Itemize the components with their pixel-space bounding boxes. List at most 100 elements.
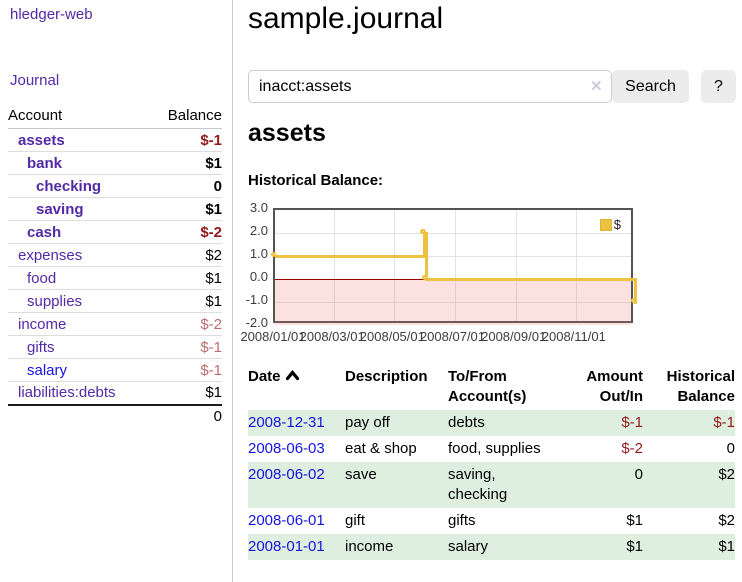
register-header-balance: Historical Balance xyxy=(666,368,735,405)
account-balance-cell: $1 xyxy=(150,266,222,290)
transaction-date-link[interactable]: 2008-06-03 xyxy=(248,440,325,457)
account-balance-cell: $1 xyxy=(150,197,222,221)
accounts-total-spacer xyxy=(8,405,150,428)
account-cell: salary xyxy=(8,358,151,382)
account-link[interactable]: checking xyxy=(36,177,102,195)
account-link[interactable]: cash xyxy=(27,223,62,241)
chart-point-marker xyxy=(421,228,427,234)
accounts-table: Account Balance assets $-1 bank $1 checking 0… xyxy=(8,104,222,428)
account-balance: $1 xyxy=(205,154,222,172)
register-header-row: Date Description To/From Account(s) Amou… xyxy=(248,363,735,410)
transaction-date-link[interactable]: 2008-01-01 xyxy=(248,538,325,555)
search-button[interactable]: Search xyxy=(612,70,689,103)
y-axis-tick-label: 1.0 xyxy=(249,246,268,261)
account-row: cash $-2 xyxy=(8,220,222,244)
account-link[interactable]: expenses xyxy=(18,246,83,264)
account-link[interactable]: saving xyxy=(36,200,84,218)
account-cell: food xyxy=(8,266,151,290)
register-date-cell: 2008-06-03 xyxy=(248,436,345,462)
register-amount-cell: 0 xyxy=(634,466,643,483)
accounts-header-balance: Balance xyxy=(150,104,222,129)
account-balance-cell: $-1 xyxy=(150,335,222,359)
account-row: food $1 xyxy=(8,266,222,290)
x-axis-tick-label: 2008/07/01 xyxy=(419,329,486,344)
transaction-date-link[interactable]: 2008-12-31 xyxy=(248,414,325,431)
register-row: 2008-06-02 save saving, checking 0 $2 xyxy=(248,462,735,508)
register-accounts-cell: gifts xyxy=(448,512,476,529)
chart-series-line xyxy=(633,277,637,304)
accounts-total-cell: 0 xyxy=(213,408,222,425)
account-cell: assets xyxy=(8,128,151,152)
y-axis-tick-label: -2.0 xyxy=(245,315,268,330)
chart-series-line xyxy=(275,254,425,258)
register-row: 2008-01-01 income salary $1 $1 xyxy=(248,534,735,560)
chart-series-line xyxy=(423,231,427,258)
account-row: bank $1 xyxy=(8,151,222,175)
chart-gridline xyxy=(575,210,577,321)
account-balance-cell: $1 xyxy=(150,151,222,175)
sidebar-item-journal[interactable]: Journal xyxy=(10,72,60,89)
account-cell: saving xyxy=(8,197,151,221)
balance-chart: $ 3.0 2.0 1.0 0.0 -1.0 -2.0 2008/01/01 2008/03/… xyxy=(240,194,742,350)
register-header-description: Description xyxy=(345,368,428,385)
chart-gridline xyxy=(334,210,336,321)
account-row: assets $-1 xyxy=(8,128,222,152)
account-cell: supplies xyxy=(8,289,151,313)
register-description-cell: save xyxy=(345,466,377,483)
register-header-amount: Amount Out/In xyxy=(586,368,643,405)
register-table: Date Description To/From Account(s) Amou… xyxy=(248,363,735,560)
register-row: 2008-06-03 eat & shop food, supplies $-2 0 xyxy=(248,436,735,462)
register-description-cell: eat & shop xyxy=(345,440,417,457)
account-cell: gifts xyxy=(8,335,151,359)
accounts-header-row: Account Balance xyxy=(8,104,222,129)
account-link[interactable]: bank xyxy=(27,154,63,172)
register-amount-cell: $1 xyxy=(626,538,643,555)
account-link[interactable]: gifts xyxy=(27,338,55,356)
account-row: liabilities:debts $1 xyxy=(8,381,222,406)
register-accounts-cell: debts xyxy=(448,414,485,431)
register-row: 2008-12-31 pay off debts $-1 $-1 xyxy=(248,410,735,436)
brand-link[interactable]: hledger-web xyxy=(10,6,93,23)
y-axis-tick-label: 2.0 xyxy=(249,223,268,238)
account-row: supplies $1 xyxy=(8,289,222,313)
account-balance-cell: $-1 xyxy=(150,128,222,152)
register-balance-cell: 0 xyxy=(726,440,735,457)
account-balance-cell: $1 xyxy=(150,381,222,406)
account-balance-cell: $-2 xyxy=(150,220,222,244)
register-header-date[interactable]: Date xyxy=(248,363,345,410)
negative-region xyxy=(275,279,631,325)
account-cell: bank xyxy=(8,151,151,175)
register-accounts-cell: food, supplies xyxy=(448,440,541,457)
clear-search-icon[interactable]: ✕ xyxy=(590,78,603,95)
register-date-cell: 2008-01-01 xyxy=(248,534,345,560)
main-content: sample.journal ✕ Search ? assets Histori… xyxy=(233,0,742,582)
register-accounts-cell: salary xyxy=(448,538,489,555)
transaction-date-link[interactable]: 2008-06-01 xyxy=(248,512,325,529)
account-link[interactable]: assets xyxy=(18,131,65,149)
chart-point-marker xyxy=(630,297,636,303)
page-title: sample.journal xyxy=(248,2,444,35)
transaction-date-link[interactable]: 2008-06-02 xyxy=(248,466,325,483)
register-amount-cell: $-2 xyxy=(621,440,643,457)
account-heading: assets xyxy=(248,119,326,147)
register-balance-cell: $-1 xyxy=(713,414,735,431)
help-button[interactable]: ? xyxy=(701,70,736,103)
account-balance: $1 xyxy=(205,200,222,218)
account-link[interactable]: supplies xyxy=(27,292,83,310)
chart-series-line xyxy=(425,231,429,281)
search-form: ✕ Search ? xyxy=(233,70,742,104)
account-link[interactable]: liabilities:debts xyxy=(18,384,116,402)
search-input[interactable] xyxy=(248,70,612,103)
account-balance: $-1 xyxy=(200,131,222,149)
register-description-cell: gift xyxy=(345,512,366,529)
account-balance: $2 xyxy=(205,246,222,264)
register-accounts-cell: saving, checking xyxy=(448,466,508,503)
chart-legend: $ xyxy=(599,217,621,232)
account-link[interactable]: salary xyxy=(27,361,68,379)
register-date-cell: 2008-06-02 xyxy=(248,462,345,508)
account-link[interactable]: food xyxy=(27,269,57,287)
account-balance-cell: $2 xyxy=(150,243,222,267)
account-link[interactable]: income xyxy=(18,315,67,333)
account-balance: $-1 xyxy=(200,361,222,379)
y-axis-tick-label: 3.0 xyxy=(249,200,268,215)
